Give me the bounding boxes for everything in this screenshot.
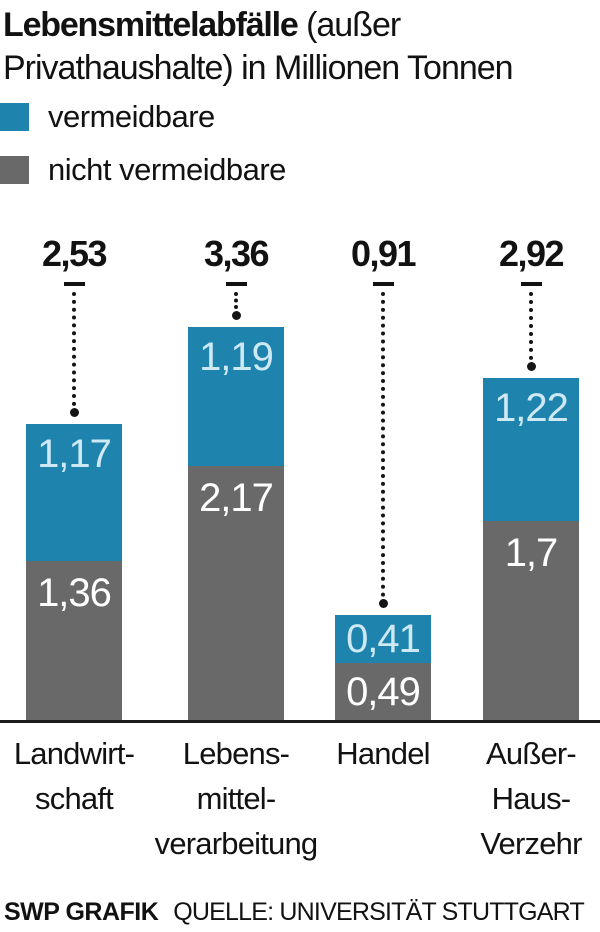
category-label: Lebens- mittel- verarbeitung xyxy=(154,736,319,861)
segment-vermeidbare: 1,17 xyxy=(26,424,122,561)
connector-dotted-line xyxy=(72,292,76,406)
connector-dot-icon xyxy=(526,362,536,371)
segment-value: 1,36 xyxy=(37,571,112,615)
category-label: Handel xyxy=(336,736,430,771)
legend-swatch-vermeidbare-icon xyxy=(0,103,29,131)
segment-nicht-vermeidbare: 1,36 xyxy=(26,561,122,720)
page-title: Lebensmittelabfälle (außer Privathaushal… xyxy=(3,4,597,90)
segment-value: 2,17 xyxy=(199,476,274,520)
segment-vermeidbare: 1,19 xyxy=(188,327,284,466)
segment-value: 1,7 xyxy=(504,531,559,575)
total-tick-mark xyxy=(521,282,542,286)
x-axis-labels: Landwirt- schaft Lebens- mittel- verarbei… xyxy=(0,731,600,876)
connector-dotted-line xyxy=(381,292,385,597)
category-label: Außer- Haus- Verzehr xyxy=(480,736,582,861)
chart-footer: SWP GRAFIK QUELLE: UNIVERSITÄT STUTTGART xyxy=(4,898,585,927)
stacked-bar-chart: 2,53 1,17 1,36 3,36 1,19 2,17 0,91 0,41 0,49 2,92… xyxy=(0,236,600,723)
segment-value: 0,49 xyxy=(346,669,421,714)
legend-label: vermeidbare xyxy=(48,99,215,134)
segment-nicht-vermeidbare: 2,17 xyxy=(188,466,284,720)
total-tick-mark xyxy=(226,282,247,286)
legend-swatch-nicht-vermeidbare-icon xyxy=(0,156,29,184)
connector-dotted-line xyxy=(529,292,533,360)
title-line1-rest: (außer xyxy=(297,6,401,44)
segment-value: 0,41 xyxy=(346,617,421,661)
connector-dot-icon xyxy=(69,408,79,417)
segment-value: 1,22 xyxy=(494,386,569,430)
connector-dot-icon xyxy=(378,599,388,608)
connector-dotted-line xyxy=(234,292,238,309)
segment-value: 1,17 xyxy=(37,432,112,476)
legend-label: nicht vermeidbare xyxy=(48,152,286,187)
total-label: 0,91 xyxy=(350,233,417,274)
title-bold: Lebensmittelabfälle xyxy=(3,6,299,44)
chart-header: Lebensmittelabfälle (außer Privathaushal… xyxy=(3,4,597,90)
total-label: 2,53 xyxy=(41,233,108,274)
segment-nicht-vermeidbare: 0,49 xyxy=(335,663,431,720)
source-credit: QUELLE: UNIVERSITÄT STUTTGART xyxy=(173,898,584,926)
legend: vermeidbare nicht vermeidbare xyxy=(0,99,286,209)
total-tick-mark xyxy=(373,282,394,286)
segment-vermeidbare: 0,41 xyxy=(335,615,431,663)
x-axis-line xyxy=(0,720,600,723)
segment-nicht-vermeidbare: 1,7 xyxy=(483,521,579,720)
connector-dot-icon xyxy=(231,311,241,320)
category-label: Landwirt- schaft xyxy=(13,736,135,816)
brand-credit: SWP GRAFIK xyxy=(4,898,159,926)
title-line2: Privathaushalte) in Millionen Tonnen xyxy=(3,49,514,87)
total-tick-mark xyxy=(64,282,85,286)
total-label: 2,92 xyxy=(498,233,565,274)
segment-vermeidbare: 1,22 xyxy=(483,378,579,521)
legend-item-vermeidbare: vermeidbare xyxy=(0,99,286,134)
legend-item-nicht-vermeidbare: nicht vermeidbare xyxy=(0,152,286,187)
segment-value: 1,19 xyxy=(199,335,274,379)
total-label: 3,36 xyxy=(203,233,270,274)
